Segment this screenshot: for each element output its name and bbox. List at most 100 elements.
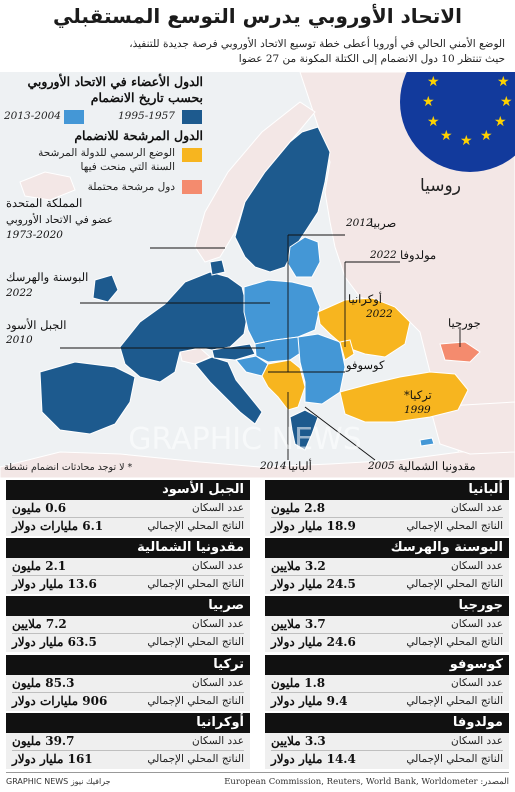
svg-text:★: ★: [460, 133, 473, 149]
subtitle-line-2: حيث تنتظر 10 دول الانضمام إلى الكتلة الم…: [238, 53, 505, 65]
card-title: ألبانيا: [265, 480, 509, 500]
gdp-value: 63.5 مليار دولار: [12, 635, 97, 649]
label-uk: المملكة المتحدة: [6, 196, 83, 210]
population-label: عدد السكان: [451, 560, 503, 572]
region-greece: [289, 409, 319, 451]
region-ireland: [92, 274, 119, 303]
svg-text:★: ★: [480, 128, 493, 144]
card-title: أوكرانيا: [6, 713, 250, 733]
gdp-label: الناتج المحلي الإجمالي: [147, 636, 244, 648]
card-title: الجبل الأسود: [6, 480, 250, 500]
label-georgia: جورجيا: [448, 316, 481, 330]
svg-text:★: ★: [494, 114, 507, 130]
divider: [271, 692, 503, 693]
card-title: كوسوفو: [265, 655, 509, 675]
gdp-value: 6.1 مليارات دولار: [12, 519, 104, 533]
label-ukraine-year: 2022: [366, 308, 393, 320]
label-moldova-year: 2022: [370, 249, 397, 261]
gdp-label: الناتج المحلي الإجمالي: [406, 520, 503, 532]
legend-candidates-heading: الدول المرشحة للانضمام: [74, 128, 203, 143]
land-iceland: [19, 171, 76, 201]
gdp-value: 13.6 مليار دولار: [12, 577, 97, 591]
legend-members-heading-line-1: الدول الأعضاء في الاتحاد الأوروبي: [27, 74, 203, 89]
eu-flag-icon: [400, 72, 515, 172]
eu-stars-icon: ★ ★ ★ ★ ★ ★ ★ ★ ★ ★ ★ ★: [422, 72, 513, 149]
population-value: 3.7 ملايين: [271, 617, 326, 631]
label-north-macedonia-year: 2005: [368, 460, 395, 472]
card-albania: ألبانيا عدد السكان 2.8 مليون الناتج المح…: [265, 480, 509, 536]
card-montenegro: الجبل الأسود عدد السكان 0.6 مليون الناتج…: [6, 480, 250, 536]
label-turkey-year: 1999: [404, 404, 431, 416]
population-label: عدد السكان: [451, 502, 503, 514]
population-value: 2.8 مليون: [271, 501, 326, 515]
legend-swatch-potential: [182, 180, 202, 194]
page-subtitle: الوضع الأمني الحالي في أوروبا أعطى خطة ت…: [85, 37, 505, 67]
legend-swatch-1957-1995: [182, 110, 202, 124]
map-canvas: ★ ★ ★ ★ ★ ★ ★ ★ ★ ★ ★ ★ GRAPHIC NEWS: [0, 72, 515, 478]
gdp-value: 9.4 مليار دولار: [271, 694, 348, 708]
land-africa: [0, 449, 515, 478]
card-bosnia: البوسنة والهرسك عدد السكان 3.2 ملايين ال…: [265, 538, 509, 594]
legend-official-line-1: الوضع الرسمي للدولة المرشحة: [38, 147, 175, 159]
card-moldova: مولدوفا عدد السكان 3.3 ملايين الناتج الم…: [265, 713, 509, 769]
population-value: 1.8 مليون: [271, 676, 326, 690]
label-bosnia: البوسنة والهرسك: [6, 270, 89, 284]
svg-text:★: ★: [427, 74, 440, 90]
gdp-value: 24.5 مليار دولار: [271, 577, 356, 591]
label-russia: روسيا: [420, 176, 461, 196]
footer-divider: [6, 772, 509, 773]
card-title: صربيا: [6, 596, 250, 616]
card-north-macedonia: مقدونيا الشمالية عدد السكان 2.1 مليون ال…: [6, 538, 250, 594]
label-montenegro-year: 2010: [6, 334, 33, 346]
gdp-value: 161 مليار دولار: [12, 752, 93, 766]
population-value: 3.2 ملايين: [271, 559, 326, 573]
watermark: GRAPHIC NEWS: [128, 422, 361, 457]
gdp-label: الناتج المحلي الإجمالي: [147, 520, 244, 532]
footer-credit: GRAPHIC NEWS جرافيك نيوز: [6, 777, 111, 786]
region-georgia: [439, 341, 481, 363]
gdp-label: الناتج المحلي الإجمالي: [406, 753, 503, 765]
card-title: مقدونيا الشمالية: [6, 538, 250, 558]
population-label: عدد السكان: [192, 677, 244, 689]
card-title: تركيا: [6, 655, 250, 675]
svg-text:★: ★: [441, 72, 454, 76]
population-label: عدد السكان: [451, 618, 503, 630]
region-sweden-finland: [234, 126, 331, 273]
label-kosovo: كوسوفو: [346, 358, 385, 372]
footer-source: المصدر: European Commission, Reuters, Wo…: [224, 777, 509, 787]
gdp-label: الناتج المحلي الإجمالي: [406, 695, 503, 707]
card-turkey: تركيا عدد السكان 85.3 مليون الناتج المحل…: [6, 655, 250, 711]
gdp-value: 24.6 مليار دولار: [271, 635, 356, 649]
legend-swatch-official: [182, 148, 202, 162]
legend-members-heading-line-2: بحسب تاريخ الانضمام: [90, 90, 203, 105]
population-label: عدد السكان: [192, 560, 244, 572]
region-turkey: [339, 371, 469, 423]
population-label: عدد السكان: [451, 677, 503, 689]
region-baltics: [287, 236, 321, 278]
gdp-value: 906 مليارات دولار: [12, 694, 108, 708]
legend-range-old: 1995-1957: [118, 110, 175, 122]
leader-lines: [60, 234, 461, 461]
label-turkey: تركيا*: [404, 388, 432, 402]
gdp-label: الناتج المحلي الإجمالي: [406, 636, 503, 648]
region-iberia: [39, 361, 136, 435]
svg-text:★: ★: [500, 94, 513, 110]
label-bosnia-year: 2022: [6, 287, 33, 299]
population-label: عدد السكان: [451, 735, 503, 747]
divider: [271, 517, 503, 518]
region-moldova: [339, 339, 355, 361]
subtitle-line-1: الوضع الأمني الحالي في أوروبا أعطى خطة ت…: [129, 38, 505, 50]
note-no-talks: * لا توجد محادثات انضمام نشطة: [4, 462, 133, 473]
divider: [12, 633, 244, 634]
card-title: مولدوفا: [265, 713, 509, 733]
gdp-label: الناتج المحلي الإجمالي: [406, 578, 503, 590]
divider: [12, 692, 244, 693]
card-title: البوسنة والهرسك: [265, 538, 509, 558]
card-title: جورجيا: [265, 596, 509, 616]
legend-range-new: 2013-2004: [4, 110, 61, 122]
population-value: 3.3 ملايين: [271, 734, 326, 748]
region-poland-czechia: [243, 279, 321, 345]
svg-text:★: ★: [427, 114, 440, 130]
legend-members-heading: الدول الأعضاء في الاتحاد الأوروبي بحسب ت…: [3, 74, 203, 106]
page-title: الاتحاد الأوروبي يدرس التوسع المستقبلي: [53, 4, 462, 28]
